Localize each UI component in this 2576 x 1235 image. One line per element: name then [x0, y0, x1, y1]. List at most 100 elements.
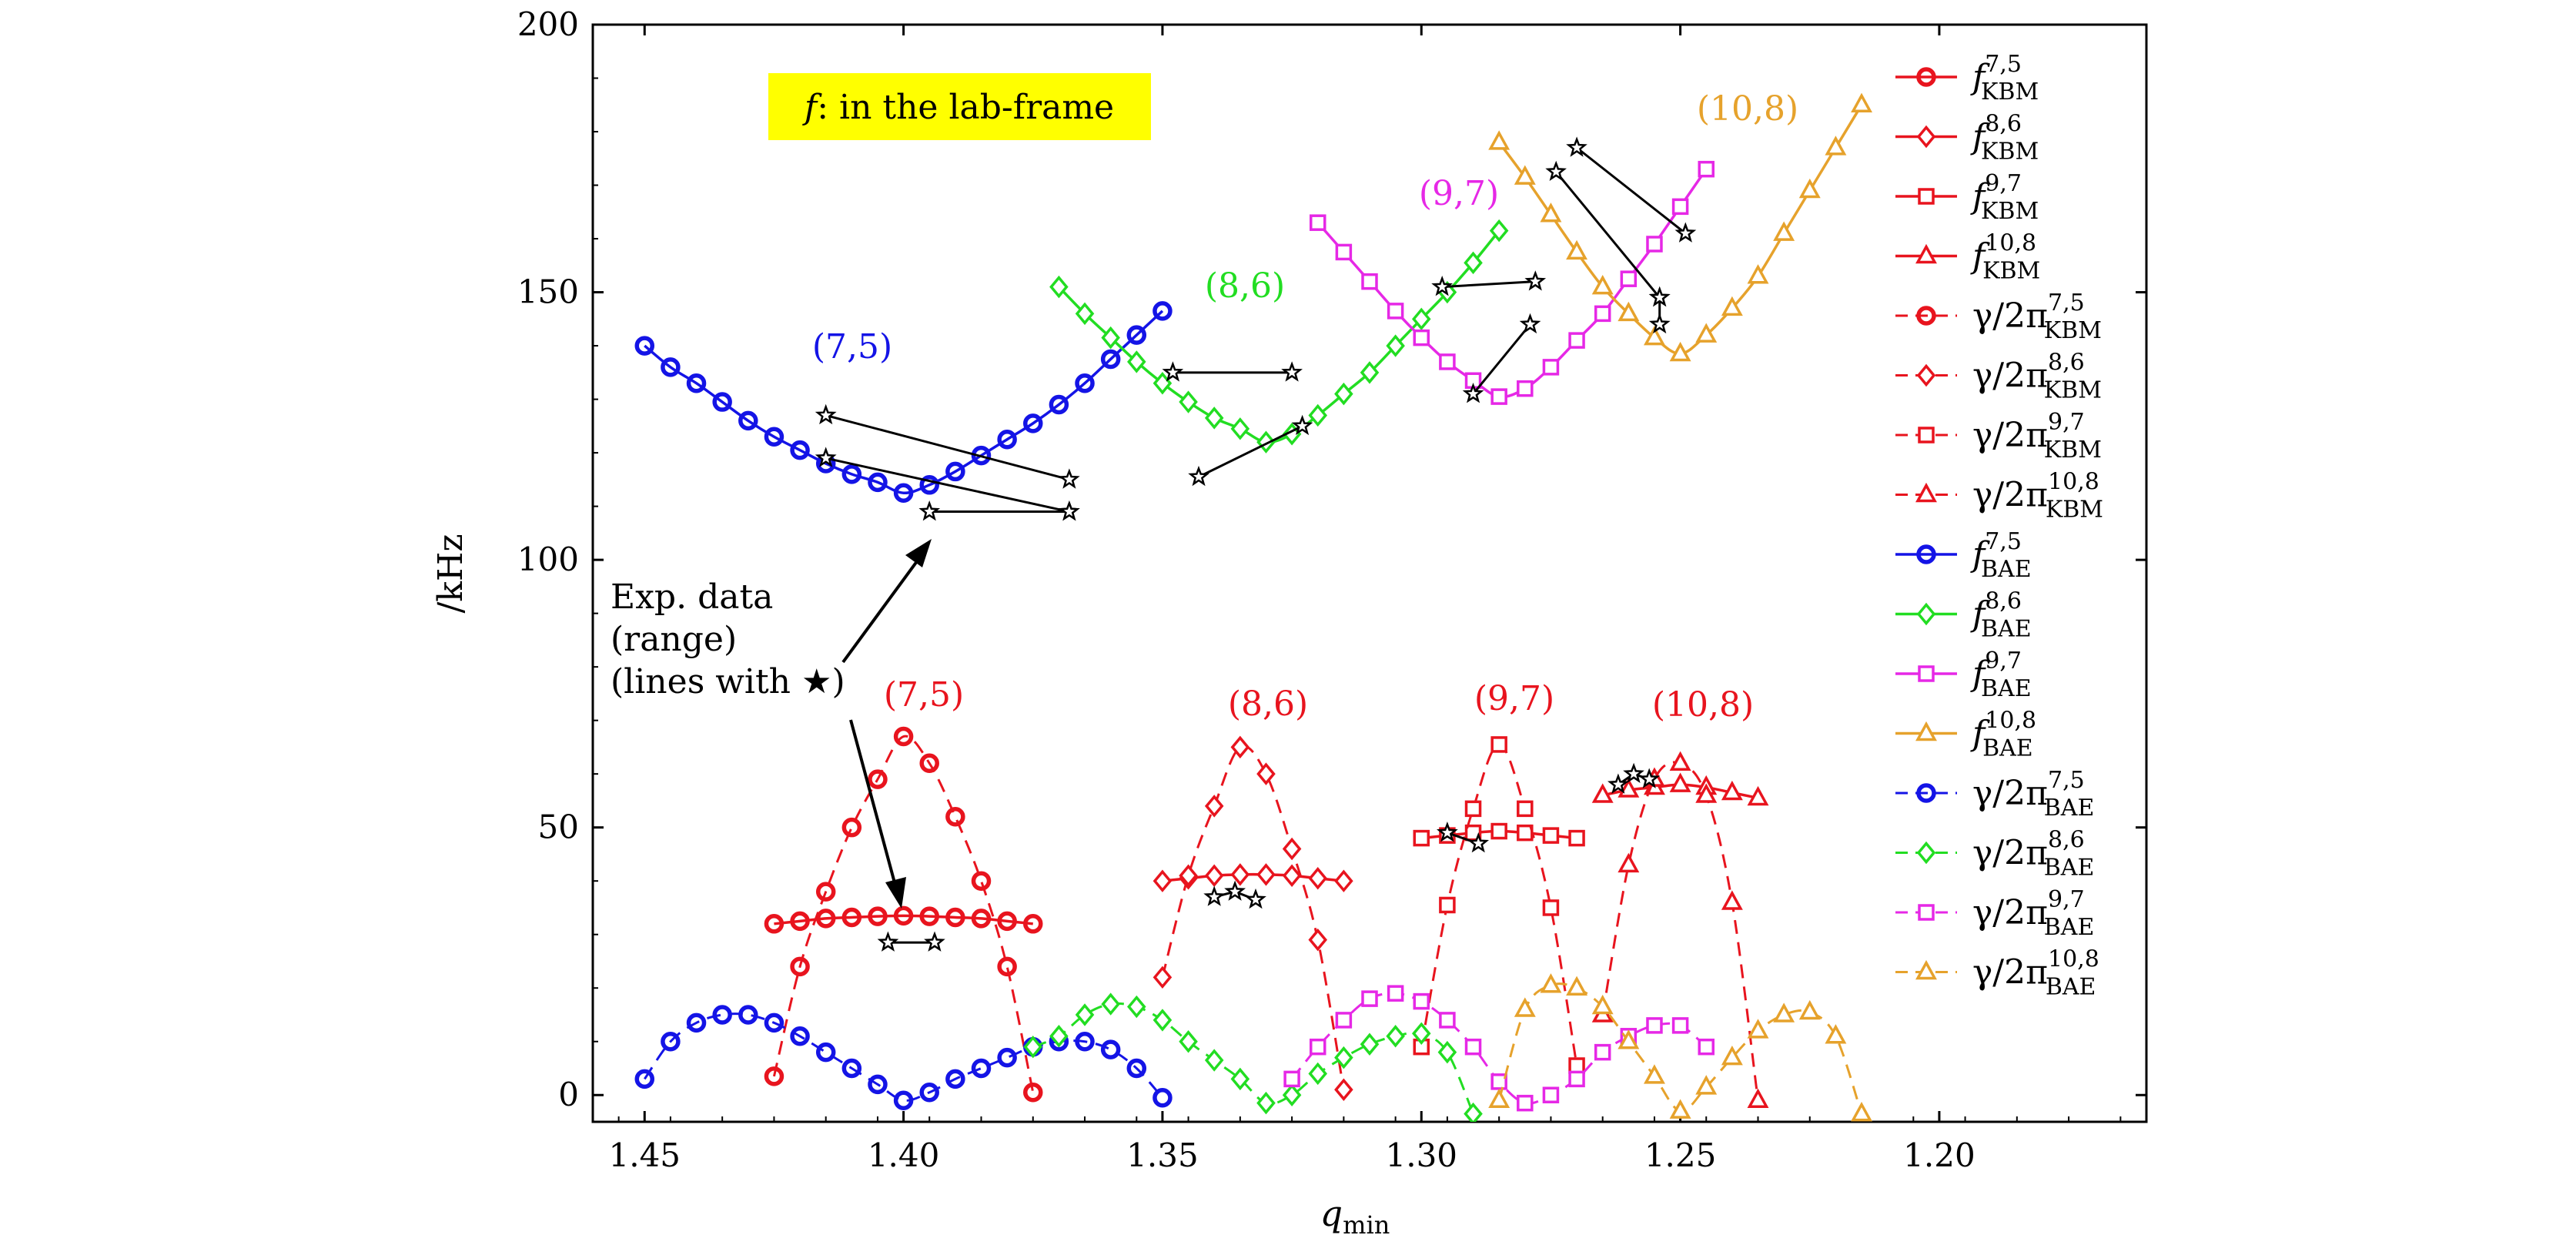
series-7 — [1591, 751, 1769, 1108]
legend-entry: f7,5 KBM — [1895, 51, 2039, 105]
series-point — [1671, 198, 1689, 216]
series-point — [634, 336, 655, 356]
series-point — [1773, 221, 1795, 241]
series-point — [841, 1058, 862, 1079]
exp-segment — [815, 403, 1080, 489]
legend-entry: f7,5 BAE — [1895, 528, 2032, 583]
series-point — [1671, 1017, 1689, 1034]
series-point — [1204, 795, 1224, 818]
series-point — [1620, 270, 1638, 287]
legend-marker — [1918, 188, 1935, 205]
exp-star-marker — [1519, 313, 1541, 334]
series-point — [1049, 394, 1069, 415]
exp-line — [1442, 280, 1536, 289]
series-point — [945, 907, 965, 928]
legend-marker — [1915, 482, 1937, 503]
series-point — [1747, 1088, 1769, 1108]
exp-arrow-down-head — [885, 877, 906, 909]
series-point — [1101, 992, 1120, 1016]
series-point — [1540, 973, 1562, 993]
exp-label-line2: (range) — [611, 620, 737, 659]
series-point — [712, 1005, 732, 1025]
legend-label: γ/2π10,8 KBM — [1972, 469, 2103, 524]
series-layer — [634, 92, 1872, 1122]
series-point — [1075, 1003, 1095, 1026]
series-point — [1490, 1073, 1507, 1090]
series-point — [1101, 326, 1120, 350]
series-point — [1517, 800, 1534, 818]
series-point — [1618, 852, 1640, 873]
legend-entry: f8,6 KBM — [1895, 111, 2039, 166]
y-tick-label: 200 — [517, 5, 579, 43]
series-point — [1747, 264, 1769, 284]
series-5 — [1153, 735, 1353, 1102]
legend-marker — [1916, 602, 1936, 626]
exp-segment — [1203, 880, 1266, 909]
series-point — [945, 1069, 965, 1089]
legend-label: γ/2π10,8 BAE — [1972, 946, 2099, 1001]
exp-segment — [1607, 762, 1661, 794]
legend-entry: γ/2π7,5 BAE — [1895, 767, 2094, 822]
x-tick-label: 1.30 — [1386, 1136, 1458, 1174]
legend-label: γ/2π9,7 KBM — [1972, 409, 2102, 464]
legend-marker — [1916, 841, 1936, 865]
frame-annotation: f: in the lab-frame — [768, 73, 1151, 140]
exp-segment — [1648, 286, 1671, 334]
series-point — [764, 914, 785, 934]
x-tick-label: 1.20 — [1903, 1136, 1975, 1174]
series-point — [1644, 326, 1665, 346]
series-point — [764, 1066, 785, 1086]
series-point — [1023, 914, 1043, 934]
series-point — [1023, 413, 1043, 433]
series-point — [1282, 837, 1302, 861]
exp-segment — [918, 500, 1080, 521]
series-point — [1230, 1067, 1250, 1091]
exp-line — [1198, 424, 1303, 478]
exp-segment — [1545, 160, 1671, 307]
frame-box — [768, 73, 1151, 140]
series-point — [841, 464, 862, 484]
series-point — [1153, 869, 1173, 892]
series-point — [815, 1042, 836, 1063]
y-tick-label: 100 — [517, 541, 579, 578]
mode-label-lower: (8,6) — [1228, 684, 1308, 724]
y-axis-label: /kHz — [431, 534, 470, 613]
exp-segment — [815, 447, 1080, 521]
series-point — [1698, 160, 1715, 178]
exp-star-marker — [1545, 160, 1567, 181]
series-point — [815, 882, 836, 902]
x-tick-label: 1.35 — [1126, 1136, 1199, 1174]
exp-star-marker — [1566, 136, 1587, 157]
series-point — [815, 909, 836, 929]
exp-star-marker — [1467, 832, 1490, 853]
series-point — [764, 427, 785, 447]
series-point — [1309, 1038, 1326, 1056]
exp-line — [825, 457, 1070, 514]
series-point — [1230, 417, 1250, 440]
legend-label: f9,7 BAE — [1970, 648, 2032, 702]
series-point — [1100, 349, 1121, 370]
series-point — [712, 392, 732, 412]
series-point — [1309, 214, 1326, 231]
exp-line — [825, 413, 1070, 481]
legend-label: f7,5 KBM — [1970, 51, 2039, 105]
series-point — [1490, 736, 1507, 753]
series-point — [1542, 359, 1560, 376]
series-point — [1646, 236, 1663, 253]
series-8 — [634, 301, 1173, 503]
series-point — [1204, 864, 1224, 887]
legend-label: f10,8 KBM — [1970, 230, 2040, 285]
series-point — [841, 907, 862, 928]
series-point — [1566, 239, 1588, 260]
series-point — [1464, 1038, 1482, 1056]
series-point — [1439, 1012, 1456, 1029]
mode-labels: (7,5) (8,6) (9,7) (10,8) (7,5) (8,6) (9,7) (10,… — [812, 89, 1798, 725]
series-point — [997, 956, 1017, 977]
series-point — [1360, 1033, 1380, 1056]
series-12 — [634, 1005, 1173, 1110]
series-point — [1230, 863, 1250, 886]
legend-marker — [1915, 959, 1937, 980]
series-point — [971, 871, 992, 891]
series-line — [772, 735, 1035, 1093]
